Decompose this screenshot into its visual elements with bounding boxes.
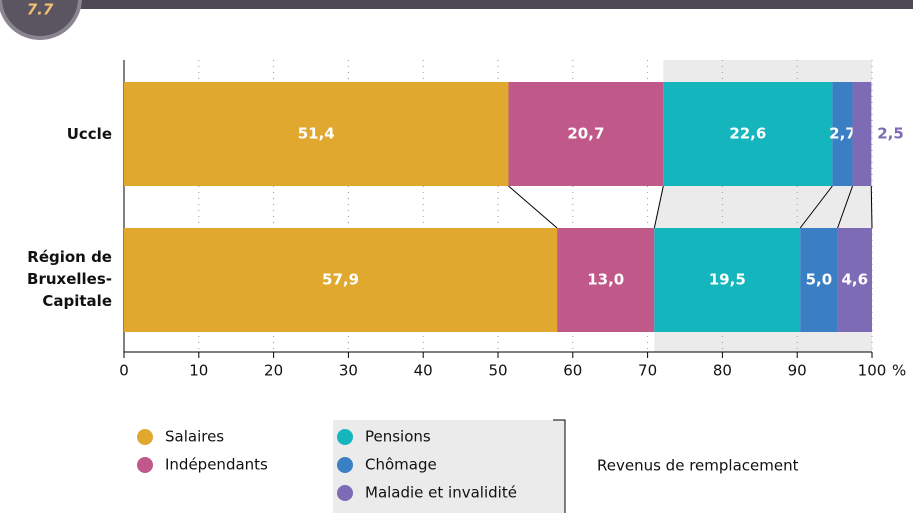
x-tick-label: 80 [713,362,732,380]
legend-swatch [137,457,153,473]
value-label: 22,6 [729,125,766,143]
value-label: 57,9 [322,271,359,289]
bar-segment [663,82,833,186]
legend-label: Salaires [165,428,224,446]
category-label: Uccle [66,125,112,143]
legend-group-box [333,420,565,513]
value-label: 19,5 [709,271,746,289]
header-band [0,0,913,9]
x-tick-label: 50 [488,362,507,380]
x-tick-label: 70 [638,362,657,380]
connector [837,185,854,229]
value-label: 51,4 [298,125,335,143]
connector [508,185,558,229]
bar-segment [832,82,853,186]
legend-swatch [337,429,353,445]
value-label: 2,7 [829,125,856,143]
bar-segment [557,228,655,332]
value-label: 4,6 [842,271,869,289]
value-label: 13,0 [587,271,624,289]
legend-swatch [137,429,153,445]
legend-bracket [553,419,566,513]
bar-segment [654,228,801,332]
badge [0,0,82,40]
legend-label: Chômage [365,456,437,474]
legend-swatch [337,485,353,501]
category-label: Région de Bruxelles-Capitale [27,248,112,310]
bar-segment [852,82,872,186]
legend-group-label: Revenus de remplacement [597,457,799,475]
legend-label: Indépendants [165,456,268,474]
x-tick-label: 60 [563,362,582,380]
x-unit: % [892,362,906,380]
value-label: 5,0 [806,271,833,289]
connector [870,185,873,229]
connector [799,185,833,229]
bar-segment [508,82,664,186]
value-label: 2,5 [877,125,904,143]
bar-segment [800,228,838,332]
badge-text: 7.7 [27,1,54,19]
x-tick-label: 100 [858,362,887,380]
legend-swatch [337,457,353,473]
x-tick-label: 40 [414,362,433,380]
value-label: 20,7 [567,125,604,143]
x-tick-label: 90 [788,362,807,380]
x-tick-label: 0 [119,362,129,380]
x-tick-label: 20 [264,362,283,380]
connector [653,185,664,229]
legend-label: Pensions [365,428,431,446]
x-tick-label: 10 [189,362,208,380]
x-tick-label: 30 [339,362,358,380]
bar-segment [124,228,558,332]
legend-label: Maladie et invalidité [365,484,517,502]
bar-segment [837,228,872,332]
bar-segment [124,82,509,186]
